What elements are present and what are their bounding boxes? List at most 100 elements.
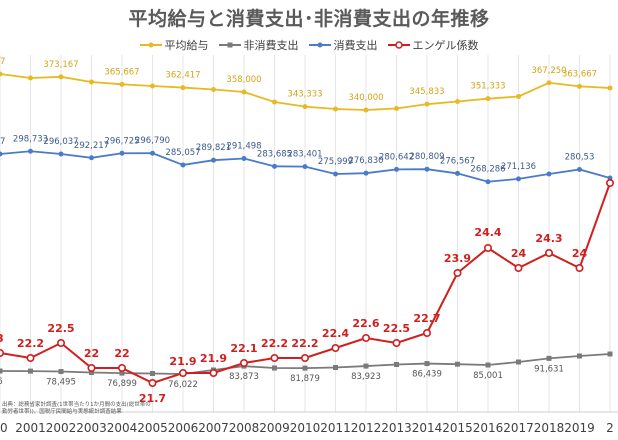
data-label: 83,873 — [229, 372, 259, 382]
data-point — [28, 75, 33, 81]
data-label: 280,642 — [379, 152, 414, 162]
x-tick-label: 2003 — [76, 421, 107, 435]
data-point — [363, 107, 369, 113]
data-label: 22.2 — [291, 337, 318, 350]
data-point — [424, 361, 430, 367]
data-label: 17 — [0, 137, 5, 147]
data-point — [119, 150, 125, 156]
data-point — [89, 155, 94, 161]
data-point — [483, 244, 492, 253]
data-label: 85,001 — [473, 371, 503, 381]
data-point — [0, 71, 3, 77]
data-label: 296,725 — [104, 136, 139, 146]
data-label: 351,333 — [470, 82, 505, 92]
data-point — [485, 362, 491, 368]
data-point — [272, 163, 277, 169]
data-point — [605, 179, 614, 188]
data-label: 340,000 — [348, 93, 383, 103]
data-point — [87, 363, 96, 372]
data-point — [119, 370, 125, 376]
data-label: 298,733 — [13, 134, 48, 144]
legend-marker-2 — [308, 42, 331, 48]
data-label: 362,417 — [165, 71, 200, 81]
data-point — [546, 80, 552, 86]
data-label: 22.2 — [17, 337, 44, 350]
legend-item-3: エンゲル係数 — [387, 37, 479, 53]
x-tick-label: 2008 — [229, 421, 260, 435]
data-label: 22.2 — [261, 337, 288, 350]
data-label: 280,53 — [565, 152, 595, 162]
x-tick-label: 2004 — [107, 421, 138, 435]
x-tick-label: 2012 — [351, 421, 382, 435]
data-label: 24.3 — [535, 232, 562, 245]
data-point — [394, 106, 399, 111]
x-tick-label: 2018 — [534, 421, 565, 435]
data-point — [516, 359, 521, 365]
data-label: 271,136 — [501, 162, 536, 172]
data-label: 21.9 — [169, 355, 196, 368]
data-point — [363, 170, 369, 176]
data-point — [361, 333, 370, 342]
x-tick-label: 2013 — [381, 421, 412, 435]
data-label: 22.7 — [413, 312, 440, 325]
data-label: 367,250 — [531, 66, 566, 76]
x-tick-label: 2 — [606, 421, 614, 435]
data-point — [241, 89, 247, 95]
data-point — [422, 328, 431, 337]
legend-marker-3 — [387, 41, 410, 49]
data-point — [302, 365, 308, 371]
data-label: 76,022 — [168, 380, 198, 390]
x-tick-labels: 0020012002200320042005200620072008200920… — [0, 421, 614, 435]
data-point — [180, 162, 186, 168]
data-point — [211, 157, 216, 163]
data-label: 268,286 — [470, 165, 505, 175]
data-label: 373,167 — [43, 60, 78, 70]
data-label: 21.7 — [139, 392, 166, 405]
data-label: 296,037 — [43, 137, 78, 147]
data-label: 358,000 — [226, 75, 261, 85]
data-point — [516, 176, 521, 182]
x-tick-label: 2005 — [137, 421, 168, 435]
data-label: 6 — [0, 377, 3, 387]
data-label: 345,833 — [409, 87, 444, 97]
data-point — [577, 166, 582, 172]
x-tick-label: 2009 — [259, 421, 290, 435]
data-point — [270, 353, 279, 362]
data-point — [272, 99, 277, 105]
data-label: 24 — [511, 247, 527, 260]
data-point — [577, 353, 582, 359]
legend-item-1: 非消費支出 — [218, 37, 299, 53]
data-label: 22.6 — [352, 317, 379, 330]
data-point — [424, 166, 430, 172]
legend-item-2: 消費支出 — [308, 37, 378, 53]
data-point — [150, 371, 155, 376]
data-label: 22.1 — [230, 342, 257, 355]
data-point — [118, 363, 127, 372]
data-label: 78,495 — [46, 378, 76, 388]
data-label: 24 — [572, 247, 588, 260]
x-tick-label: 2015 — [442, 421, 473, 435]
data-label: 22 — [84, 347, 99, 360]
data-point — [28, 148, 33, 154]
data-label: 22.5 — [47, 322, 74, 335]
legend-marker-1 — [218, 42, 241, 48]
data-point — [119, 81, 125, 87]
data-point — [0, 368, 3, 374]
data-label: 57 — [0, 57, 5, 67]
legend-marker-0 — [139, 42, 162, 48]
data-point — [577, 83, 582, 89]
data-point — [455, 361, 460, 367]
data-point — [26, 353, 35, 362]
data-label: 86,439 — [412, 370, 442, 380]
data-label: 283,685 — [257, 149, 292, 159]
data-point — [392, 338, 401, 347]
data-point — [272, 365, 277, 371]
data-point — [148, 378, 157, 387]
data-label: 76,899 — [107, 379, 137, 389]
legend-label-2: 消費支出 — [333, 39, 378, 52]
x-tick-label: 2001 — [15, 421, 46, 435]
data-label: 285,057 — [165, 148, 200, 158]
x-tick-label: 2016 — [473, 421, 504, 435]
data-label: 276,830 — [348, 156, 383, 166]
